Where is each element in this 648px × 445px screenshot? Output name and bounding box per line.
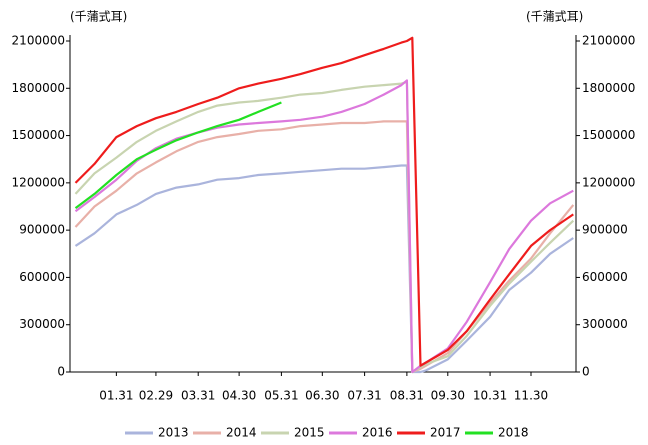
- y2-tick-label: 1200000: [582, 175, 635, 189]
- x-tick-label: 05.31: [264, 389, 298, 403]
- y-tick-label: 1800000: [12, 81, 65, 95]
- y-tick-label: 1500000: [12, 128, 65, 142]
- legend-label: 2014: [226, 426, 257, 440]
- legend-label: 2013: [158, 426, 189, 440]
- x-tick-label: 04.30: [222, 389, 256, 403]
- x-tick-label: 02.29: [139, 389, 173, 403]
- x-tick-label: 09.30: [431, 389, 465, 403]
- y-tick-label: 0: [57, 365, 65, 379]
- x-tick-label: 07.31: [347, 389, 381, 403]
- legend-label: 2018: [498, 426, 529, 440]
- y2-tick-label: 900000: [582, 223, 628, 237]
- x-tick-label: 01.31: [99, 389, 133, 403]
- series-line: [74, 101, 282, 209]
- x-tick-label: 03.31: [181, 389, 215, 403]
- x-tick-label: 08.31: [390, 389, 424, 403]
- series-line: [74, 36, 574, 367]
- series-line: [74, 79, 574, 374]
- y2-tick-label: 0: [582, 365, 590, 379]
- legend-label: 2016: [362, 426, 393, 440]
- y2-tick-label: 1500000: [582, 128, 635, 142]
- y2-tick-label: 600000: [582, 270, 628, 284]
- y-tick-label: 900000: [19, 223, 65, 237]
- x-tick-label: 10.31: [473, 389, 507, 403]
- series-line: [74, 80, 575, 374]
- y2-tick-label: 300000: [582, 317, 628, 331]
- y2-axis-label: (千蒲式耳): [526, 10, 583, 24]
- y-tick-label: 1200000: [12, 175, 65, 189]
- series-line: [74, 164, 574, 374]
- y-tick-label: 600000: [19, 270, 65, 284]
- x-tick-label: 06.30: [305, 389, 339, 403]
- legend-label: 2015: [294, 426, 325, 440]
- y-tick-label: 300000: [19, 317, 65, 331]
- y-tick-label: 2100000: [12, 34, 65, 48]
- series-line: [74, 120, 575, 374]
- y2-tick-label: 1800000: [582, 81, 635, 95]
- y-axis-label: (千蒲式耳): [70, 10, 127, 24]
- y2-tick-label: 2100000: [582, 34, 635, 48]
- legend-label: 2017: [430, 426, 461, 440]
- x-tick-label: 11.30: [514, 389, 548, 403]
